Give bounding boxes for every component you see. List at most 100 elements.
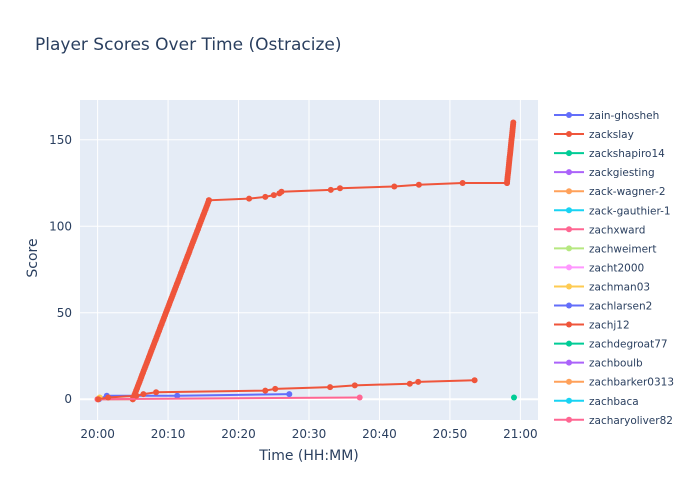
y-tick-label: 150: [49, 133, 72, 147]
data-point: [246, 195, 253, 202]
legend-label: zachbarker0313: [589, 377, 674, 389]
legend-item[interactable]: zachweimert: [554, 243, 656, 255]
data-point: [140, 391, 147, 398]
legend-label: zachweimert: [589, 243, 656, 255]
y-tick-label: 0: [64, 392, 72, 406]
data-point: [278, 188, 285, 195]
data-point: [415, 378, 422, 385]
data-point: [415, 181, 422, 188]
legend-label: zacharyoliver82: [589, 415, 673, 427]
legend-label: zackshapiro14: [589, 148, 665, 160]
series-layer: [94, 119, 517, 403]
data-point: [327, 384, 334, 391]
legend-marker-swatch: [566, 340, 572, 347]
legend-label: zain-ghosheh: [589, 110, 659, 122]
legend-label: zachlarsen2: [589, 301, 652, 313]
data-point: [510, 119, 517, 126]
data-point: [95, 396, 102, 403]
legend-item[interactable]: zackgiesting: [554, 167, 655, 179]
legend-item[interactable]: zachlarsen2: [554, 301, 652, 313]
data-point: [205, 197, 212, 204]
legend-label: zackgiesting: [589, 167, 655, 179]
data-point: [511, 394, 517, 401]
legend-marker-swatch: [566, 188, 572, 195]
y-axis-ticks: 0 50 100 150: [49, 133, 72, 406]
legend-marker-swatch: [566, 397, 572, 404]
data-point: [337, 185, 343, 192]
data-point: [270, 192, 277, 199]
data-point: [327, 186, 334, 193]
data-point: [459, 180, 466, 186]
data-point: [262, 387, 269, 394]
data-point: [286, 391, 293, 398]
legend[interactable]: zain-ghosheh zackslay zackshapiro14 zackgie…: [554, 110, 674, 427]
gridlines: [80, 100, 538, 420]
legend-label: zack-wagner-2: [589, 186, 666, 198]
chart-title: Player Scores Over Time (Ostracize): [35, 35, 342, 55]
data-point: [272, 385, 279, 392]
legend-marker-swatch: [566, 283, 572, 290]
legend-label: zachxward: [589, 224, 645, 236]
x-tick-label: 21:00: [503, 427, 538, 441]
data-point: [356, 394, 363, 401]
series-line: [97, 396, 360, 401]
legend-marker-swatch: [566, 226, 572, 233]
legend-marker-swatch: [566, 112, 572, 118]
legend-label: zachbaca: [589, 396, 639, 408]
legend-item[interactable]: zachman03: [554, 281, 650, 293]
x-tick-label: 20:40: [362, 427, 397, 441]
data-point: [133, 392, 140, 399]
data-point: [105, 394, 112, 401]
legend-item[interactable]: zack-wagner-2: [554, 186, 666, 198]
series-zackshapiro14: [511, 394, 517, 401]
data-point: [262, 193, 269, 200]
data-point: [174, 392, 181, 399]
legend-item[interactable]: zachbaca: [554, 396, 639, 408]
x-tick-label: 20:30: [292, 427, 327, 441]
legend-marker-swatch: [566, 264, 572, 271]
x-axis-title: Time (HH:MM): [258, 448, 359, 464]
series-zachj12: [95, 377, 478, 403]
legend-item[interactable]: zacharyoliver82: [554, 415, 673, 427]
x-tick-label: 20:00: [80, 427, 115, 441]
data-point: [406, 380, 413, 387]
y-tick-label: 100: [49, 219, 72, 233]
x-tick-label: 20:20: [221, 427, 256, 441]
legend-marker-swatch: [566, 245, 572, 252]
data-point: [351, 382, 358, 389]
legend-marker-swatch: [566, 378, 572, 385]
legend-marker-swatch: [566, 169, 572, 176]
legend-marker-swatch: [566, 131, 572, 138]
x-tick-label: 20:10: [151, 427, 186, 441]
legend-marker-swatch: [566, 321, 572, 328]
legend-label: zack-gauthier-1: [589, 205, 671, 217]
legend-label: zachj12: [589, 320, 630, 332]
legend-item[interactable]: zachbarker0313: [554, 377, 674, 389]
data-point: [471, 377, 478, 384]
data-point: [153, 389, 160, 396]
legend-item[interactable]: zain-ghosheh: [554, 110, 659, 122]
legend-item[interactable]: zack-gauthier-1: [554, 205, 671, 217]
legend-item[interactable]: zackslay: [554, 129, 634, 141]
legend-item[interactable]: zachxward: [554, 224, 645, 236]
legend-marker-swatch: [566, 207, 572, 214]
legend-item[interactable]: zachdegroat77: [554, 339, 668, 351]
x-tick-label: 20:50: [433, 427, 468, 441]
legend-item[interactable]: zachboulb: [554, 358, 643, 370]
legend-marker-swatch: [566, 302, 572, 309]
legend-item[interactable]: zackshapiro14: [554, 148, 665, 160]
legend-label: zackslay: [589, 129, 634, 141]
legend-marker-swatch: [566, 359, 572, 366]
data-point: [391, 183, 398, 190]
legend-label: zachdegroat77: [589, 339, 668, 351]
legend-label: zachboulb: [589, 358, 643, 370]
legend-item[interactable]: zacht2000: [554, 262, 644, 274]
legend-marker-swatch: [566, 416, 572, 423]
legend-label: zachman03: [589, 281, 650, 293]
legend-item[interactable]: zachj12: [554, 320, 630, 332]
y-tick-label: 50: [57, 306, 72, 320]
y-axis-title: Score: [25, 238, 41, 277]
legend-marker-swatch: [566, 150, 572, 157]
x-axis-ticks: 20:00 20:10 20:20 20:30 20:40 20:50 21:00: [80, 427, 537, 441]
